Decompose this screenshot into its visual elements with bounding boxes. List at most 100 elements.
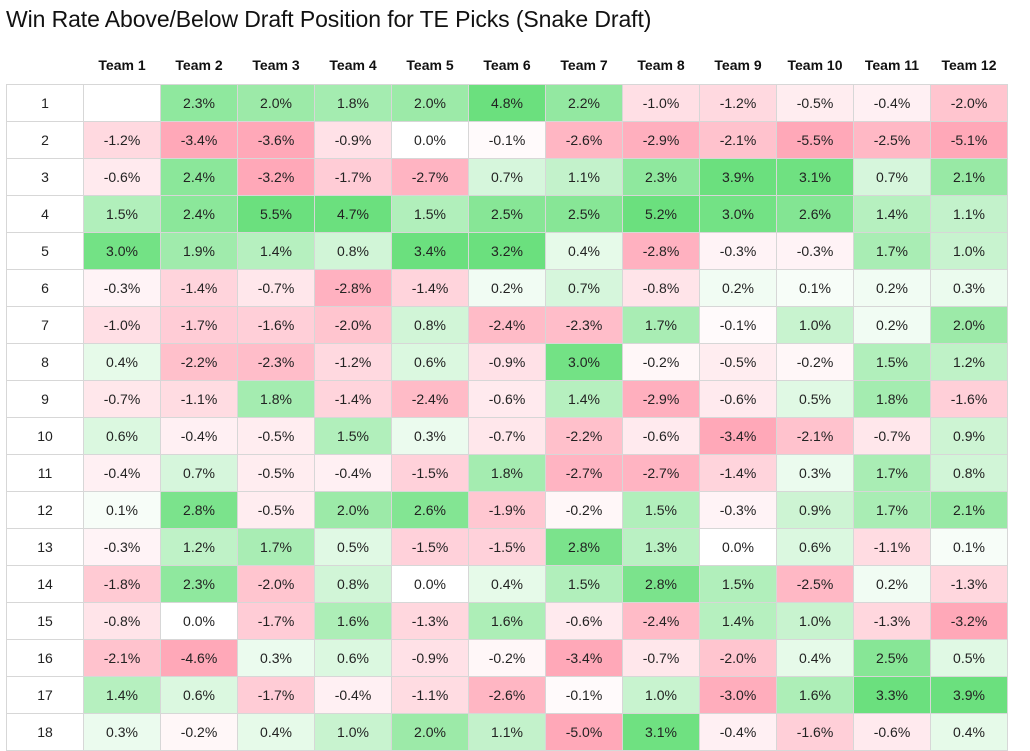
heatmap-cell: -1.8% — [83, 564, 161, 603]
heatmap-cell: -2.1% — [83, 638, 161, 677]
heatmap-cell: 0.5% — [314, 527, 392, 566]
heatmap-cell: -1.1% — [160, 379, 238, 418]
heatmap-cell: -0.4% — [699, 712, 777, 751]
heatmap-cell: -0.8% — [622, 268, 700, 307]
row-label: 3 — [6, 157, 84, 196]
heatmap-cell: -1.2% — [699, 83, 777, 122]
heatmap-cell: 1.8% — [314, 83, 392, 122]
heatmap-cell: 0.6% — [83, 416, 161, 455]
heatmap-cell: 1.5% — [83, 194, 161, 233]
row-label: 11 — [6, 453, 84, 492]
heatmap-cell: -2.0% — [314, 305, 392, 344]
heatmap-cell: -2.1% — [699, 120, 777, 159]
column-header: Team 9 — [699, 46, 777, 84]
heatmap-cell: -0.3% — [699, 490, 777, 529]
heatmap-cell: 1.5% — [545, 564, 623, 603]
heatmap-cell: -1.1% — [853, 527, 931, 566]
heatmap-cell: 2.3% — [622, 157, 700, 196]
column-header: Team 5 — [391, 46, 469, 84]
heatmap-cell: -0.9% — [391, 638, 469, 677]
heatmap-cell: 2.4% — [160, 157, 238, 196]
heatmap-cell: -0.9% — [468, 342, 546, 381]
heatmap-cell: -2.0% — [930, 83, 1008, 122]
heatmap-cell: -0.1% — [699, 305, 777, 344]
heatmap-cell: -5.5% — [776, 120, 854, 159]
heatmap-cell: -1.9% — [468, 490, 546, 529]
heatmap-cell: 1.5% — [699, 564, 777, 603]
heatmap-cell: 3.2% — [468, 231, 546, 270]
heatmap-cell: -2.7% — [622, 453, 700, 492]
heatmap-cell: 5.5% — [237, 194, 315, 233]
heatmap-cell: 1.4% — [853, 194, 931, 233]
heatmap-cell: -2.0% — [699, 638, 777, 677]
heatmap-cell: 2.5% — [468, 194, 546, 233]
heatmap-cell: -1.2% — [314, 342, 392, 381]
row-label: 10 — [6, 416, 84, 455]
table-row: 7 -1.0% -1.7% -1.6% -2.0% 0.8% -2.4% -2.3% 1.7% -… — [6, 305, 1008, 344]
heatmap-cell: 0.7% — [160, 453, 238, 492]
heatmap-cell: 3.1% — [776, 157, 854, 196]
heatmap-cell: 0.8% — [391, 305, 469, 344]
table-row: 6 -0.3% -1.4% -0.7% -2.8% -1.4% 0.2% 0.7% -0.8% 0… — [6, 268, 1008, 307]
heatmap-cell: -0.7% — [853, 416, 931, 455]
heatmap-cell: 1.4% — [83, 675, 161, 714]
heatmap-cell: -2.9% — [622, 379, 700, 418]
table-row: 2 -1.2% -3.4% -3.6% -0.9% 0.0% -0.1% -2.6% -2.9%… — [6, 120, 1008, 159]
table-row: 3 -0.6% 2.4% -3.2% -1.7% -2.7% 0.7% 1.1% 2.3% 3.9… — [6, 157, 1008, 196]
heatmap-cell: -3.4% — [699, 416, 777, 455]
heatmap-cell: -3.2% — [237, 157, 315, 196]
heatmap-cell: -1.1% — [391, 675, 469, 714]
heatmap-cell: 1.0% — [314, 712, 392, 751]
heatmap-cell: -4.6% — [160, 638, 238, 677]
heatmap-cell: 1.7% — [853, 453, 931, 492]
heatmap-cell: 1.9% — [160, 231, 238, 270]
heatmap-cell: -0.4% — [160, 416, 238, 455]
corner-cell — [6, 46, 84, 84]
heatmap-cell: -1.4% — [314, 379, 392, 418]
heatmap-cell: 1.0% — [776, 601, 854, 640]
heatmap-cell: -2.8% — [622, 231, 700, 270]
heatmap-cell: 1.4% — [237, 231, 315, 270]
table-row: 14 -1.8% 2.3% -2.0% 0.8% 0.0% 0.4% 1.5% 2.8% 1.5%… — [6, 564, 1008, 603]
table-row: 9 -0.7% -1.1% 1.8% -1.4% -2.4% -0.6% 1.4% -2.9% -… — [6, 379, 1008, 418]
heatmap-cell: -0.7% — [83, 379, 161, 418]
heatmap-cell: -1.7% — [160, 305, 238, 344]
heatmap-cell: 0.6% — [160, 675, 238, 714]
heatmap-cell: -0.8% — [83, 601, 161, 640]
table-row: 11 -0.4% 0.7% -0.5% -0.4% -1.5% 1.8% -2.7% -2.7%… — [6, 453, 1008, 492]
row-label: 18 — [6, 712, 84, 751]
heatmap-cell: 2.0% — [391, 83, 469, 122]
heatmap-cell: 2.6% — [391, 490, 469, 529]
table-row: 1 2.3% 2.0% 1.8% 2.0% 4.8% 2.2% -1.0% -1.2% -0.5%… — [6, 83, 1008, 122]
heatmap-cell: 0.4% — [237, 712, 315, 751]
heatmap-cell: -1.7% — [314, 157, 392, 196]
column-header: Team 8 — [622, 46, 700, 84]
heatmap-cell: -0.7% — [622, 638, 700, 677]
heatmap-cell: -0.6% — [468, 379, 546, 418]
heatmap-cell: -2.7% — [545, 453, 623, 492]
heatmap-cell: 0.0% — [391, 120, 469, 159]
heatmap-cell: 0.7% — [853, 157, 931, 196]
heatmap-cell: 0.4% — [776, 638, 854, 677]
heatmap-cell: 2.5% — [853, 638, 931, 677]
column-header: Team 2 — [160, 46, 238, 84]
heatmap-cell: 1.0% — [776, 305, 854, 344]
heatmap-cell: -2.9% — [622, 120, 700, 159]
heatmap-cell: -1.3% — [391, 601, 469, 640]
heatmap-cell: 0.6% — [776, 527, 854, 566]
heatmap-cell: 0.0% — [699, 527, 777, 566]
heatmap-cell: -1.5% — [391, 527, 469, 566]
heatmap-cell: -0.6% — [545, 601, 623, 640]
heatmap-cell: 2.0% — [930, 305, 1008, 344]
heatmap-cell: -2.8% — [314, 268, 392, 307]
heatmap-cell: -2.4% — [468, 305, 546, 344]
heatmap-cell: -1.4% — [699, 453, 777, 492]
heatmap-cell: 3.3% — [853, 675, 931, 714]
heatmap-cell: -0.5% — [237, 490, 315, 529]
heatmap-cell: -2.3% — [237, 342, 315, 381]
heatmap-cell: -0.2% — [545, 490, 623, 529]
heatmap-cell: 2.1% — [930, 157, 1008, 196]
heatmap-cell: -3.6% — [237, 120, 315, 159]
heatmap-cell: -1.4% — [160, 268, 238, 307]
heatmap-cell: -0.5% — [237, 453, 315, 492]
